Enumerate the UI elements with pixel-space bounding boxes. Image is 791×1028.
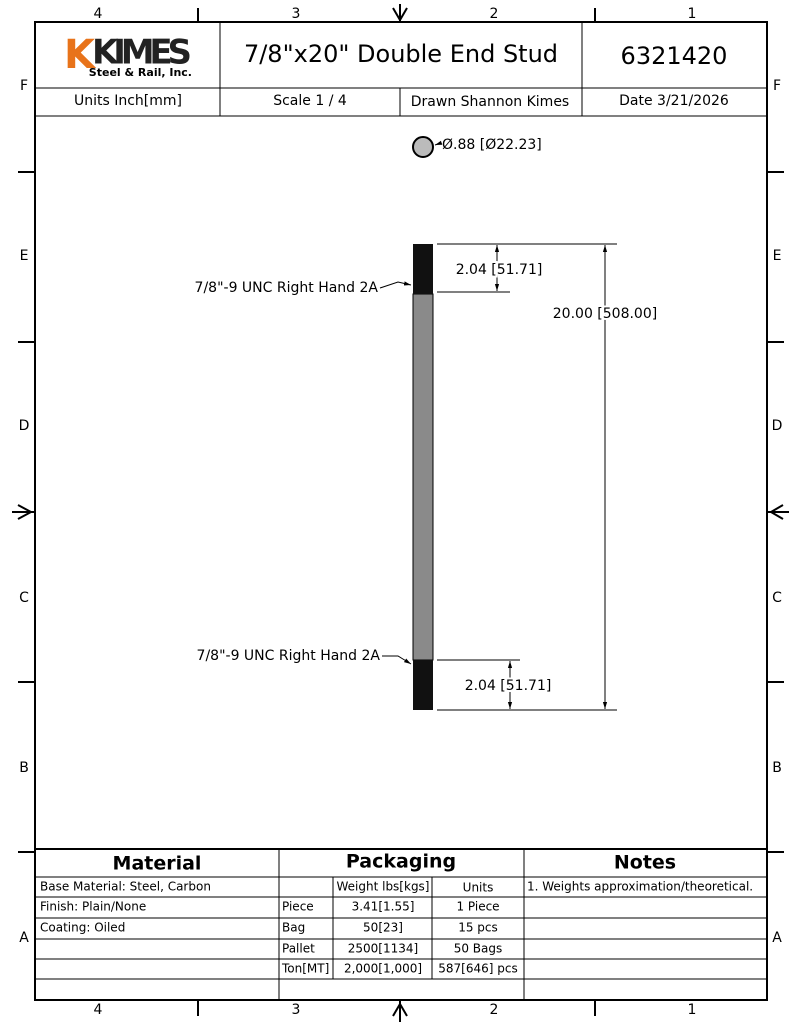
zone-column: 1 <box>688 1002 697 1018</box>
packaging-cell: 15 pcs <box>458 921 498 935</box>
thread-bottom <box>413 660 433 710</box>
date: Date 3/21/2026 <box>619 93 729 109</box>
zone-column: 4 <box>94 6 103 22</box>
zone-column: 3 <box>292 1002 301 1018</box>
diameter: Ø.88 [Ø22.23] <box>442 137 542 153</box>
material-cell: Coating: Oiled <box>40 921 125 935</box>
zone-row: B <box>772 760 782 776</box>
zone-row: B <box>19 760 29 776</box>
scale: Scale 1 / 4 <box>273 93 347 109</box>
part-view: Ø.88 [Ø22.23] 2.04 [51.71] 20.00 [508.00… <box>195 136 659 711</box>
packaging-cell: 3.41[1.55] <box>352 900 415 914</box>
info-table: Material Packaging Notes Weight lbs[kgs]… <box>35 848 767 1000</box>
logo-k: K <box>64 32 97 78</box>
packaging-header: Units <box>463 881 494 895</box>
zone-column: 2 <box>490 6 499 22</box>
zone-row: A <box>772 930 782 946</box>
thread-top <box>413 244 433 294</box>
material-cell: Base Material: Steel, Carbon <box>40 880 211 894</box>
zone-row: F <box>20 78 28 94</box>
packaging-cell: 1 Piece <box>456 900 499 914</box>
packaging-cell: Bag <box>282 921 305 935</box>
center-arrow <box>767 504 789 520</box>
packaging-cell: Piece <box>282 900 314 914</box>
center-arrow <box>392 4 408 22</box>
section-circle <box>412 136 434 158</box>
title: 7/8"x20" Double End Stud <box>244 40 558 68</box>
zone-row: D <box>19 418 30 434</box>
material-cell: Finish: Plain/None <box>40 900 146 914</box>
packaging-cell: 50 Bags <box>454 942 503 956</box>
zone-row: E <box>773 248 782 264</box>
packaging-cell: 2500[1134] <box>348 942 418 956</box>
units: Units Inch[mm] <box>74 93 182 109</box>
packaging-cell: 50[23] <box>363 921 403 935</box>
zone-row: A <box>19 930 29 946</box>
zone-row: C <box>772 590 782 606</box>
zone-row: F <box>773 78 781 94</box>
zone-row: C <box>19 590 29 606</box>
packaging-cell: Ton[MT] <box>281 962 329 976</box>
packaging-cell: 2,000[1,000] <box>344 962 422 976</box>
drawn-by: Drawn Shannon Kimes <box>411 94 569 110</box>
zone-row: E <box>20 248 29 264</box>
logo: KIMES <box>92 33 192 73</box>
title-block: K KIMES Steel & Rail, Inc. 7/8"x20" Doub… <box>35 22 767 117</box>
part-number: 6321420 <box>621 42 728 70</box>
dim-bottom: 2.04 [51.71] <box>465 678 552 694</box>
material-title: Material <box>113 853 202 875</box>
logo-sub: Steel & Rail, Inc. <box>89 66 192 79</box>
packaging-cell: 587[646] pcs <box>438 962 517 976</box>
zone-column: 1 <box>688 6 697 22</box>
thread-callout-top: 7/8"-9 UNC Right Hand 2A <box>195 280 379 296</box>
zone-column: 2 <box>490 1002 499 1018</box>
zone-column: 3 <box>292 6 301 22</box>
packaging-cell: Pallet <box>282 942 315 956</box>
stud-shank <box>412 293 434 661</box>
packaging-header: Weight lbs[kgs] <box>336 880 429 894</box>
notes-title: Notes <box>614 852 676 874</box>
thread-callout-bottom: 7/8"-9 UNC Right Hand 2A <box>197 648 381 664</box>
packaging-title: Packaging <box>346 851 456 873</box>
notes-cell: 1. Weights approximation/theoretical. <box>527 880 753 894</box>
zone-row: D <box>772 418 783 434</box>
zone-column: 4 <box>94 1002 103 1018</box>
center-arrow <box>12 504 35 520</box>
dim-top: 2.04 [51.71] <box>456 262 543 278</box>
center-arrow <box>392 1000 408 1022</box>
dim-overall: 20.00 [508.00] <box>553 306 657 322</box>
